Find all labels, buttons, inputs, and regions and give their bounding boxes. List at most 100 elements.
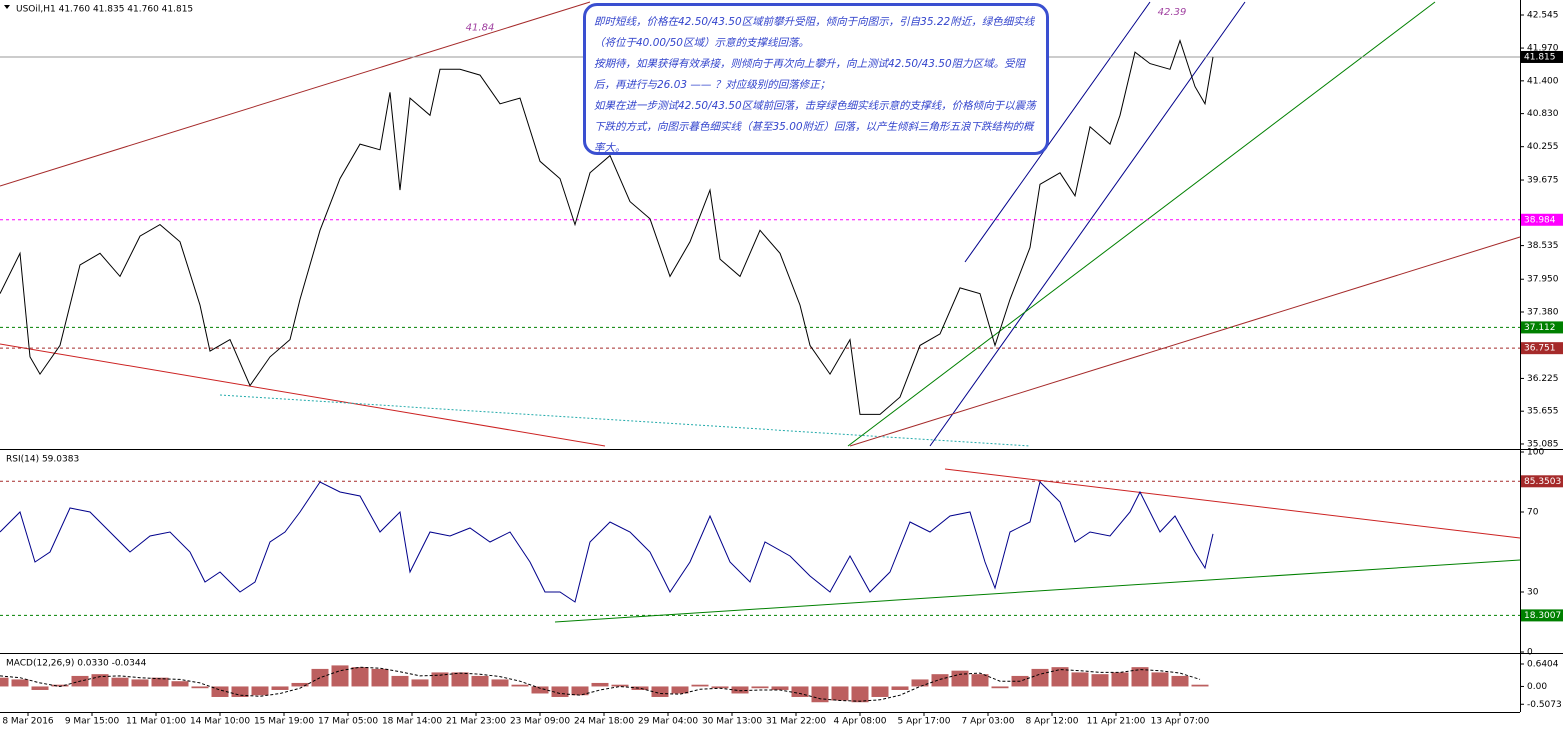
histogram-bar xyxy=(371,668,389,687)
histogram-bar xyxy=(591,682,609,687)
y-tick-label: 40.255 xyxy=(1527,142,1559,152)
histogram-bar xyxy=(1151,672,1169,687)
trend-line xyxy=(0,343,606,447)
histogram-bar xyxy=(351,667,369,687)
histogram-bar xyxy=(191,686,209,689)
histogram-bar xyxy=(871,686,889,697)
level-label-box xyxy=(1521,609,1563,622)
histogram-bar xyxy=(651,686,669,697)
histogram-bar xyxy=(451,672,469,687)
level-label-box xyxy=(1521,475,1563,488)
y-tick-label: 0.6404 xyxy=(1527,659,1559,669)
y-tick-label: 37.950 xyxy=(1527,275,1559,285)
x-tick-label: 15 Mar 19:00 xyxy=(254,717,314,727)
y-tick-label: 41.970 xyxy=(1527,44,1559,54)
histogram-bar xyxy=(791,686,809,697)
panel-title: MACD(12,26,9) 0.0330 -0.0344 xyxy=(6,659,147,669)
x-tick-label: 23 Mar 09:00 xyxy=(510,717,570,727)
histogram-bar xyxy=(991,686,1009,689)
histogram-bar xyxy=(11,679,29,687)
y-tick-label: 0 xyxy=(1527,648,1533,658)
histogram-bar xyxy=(531,686,549,694)
trend-line xyxy=(849,236,1521,447)
histogram-bar xyxy=(1091,674,1109,687)
trend-line xyxy=(219,394,1031,447)
x-tick-label: 29 Mar 04:00 xyxy=(638,717,698,727)
histogram-bar xyxy=(1131,667,1149,687)
histogram-bar xyxy=(171,681,189,687)
histogram-bar xyxy=(471,675,489,687)
histogram-bar xyxy=(271,686,289,690)
histogram-bar xyxy=(131,679,149,687)
histogram-bar xyxy=(231,686,249,697)
x-tick-label: 11 Mar 01:00 xyxy=(126,717,186,727)
histogram-bar xyxy=(851,686,869,703)
x-tick-label: 21 Mar 23:00 xyxy=(446,717,506,727)
histogram-bar xyxy=(91,674,109,687)
histogram-bar xyxy=(0,677,9,687)
level-label-box xyxy=(1521,213,1563,226)
level-label: 18.3007 xyxy=(1524,611,1561,621)
histogram-bar xyxy=(811,686,829,703)
note-text: 即时短线，价格在42.50/43.50区域前攀升受阻，倾向于向图示，引自35.2… xyxy=(594,16,1035,49)
histogram-bar xyxy=(891,686,909,690)
x-tick-label: 13 Apr 07:00 xyxy=(1151,717,1210,727)
trend-lines xyxy=(0,1,1521,623)
trend-line xyxy=(929,1,1246,447)
histogram-bar xyxy=(1191,684,1209,687)
histogram-bar xyxy=(951,670,969,687)
histogram-bar xyxy=(911,679,929,687)
x-tick-label: 30 Mar 13:00 xyxy=(702,717,762,727)
trend-line xyxy=(964,1,1151,263)
y-tick-label: 40.830 xyxy=(1527,109,1559,119)
histogram-bar xyxy=(291,682,309,687)
histogram-bar xyxy=(331,665,349,687)
panel-title: USOil,H1 41.760 41.835 41.760 41.815 xyxy=(16,5,193,15)
price-annotation: 42.39 xyxy=(1158,7,1187,18)
panel-title: RSI(14) 59.0383 xyxy=(6,455,79,465)
trend-line xyxy=(0,1,591,187)
level-label: 41.815 xyxy=(1524,52,1556,62)
histogram-bar xyxy=(511,684,529,687)
level-label-box xyxy=(1521,321,1563,334)
histogram-bar xyxy=(1031,668,1049,687)
histogram-bar xyxy=(431,672,449,687)
y-tick-label: -0.5073 xyxy=(1527,700,1562,710)
trend-line xyxy=(944,468,1521,539)
menu-arrow xyxy=(4,5,10,9)
price-line xyxy=(0,39,1214,415)
note-text: 如果在进一步测试42.50/43.50区域前回落，击穿绿色细实线示意的支撑线，价… xyxy=(594,100,1036,154)
histogram-bar xyxy=(711,686,729,689)
level-label: 37.112 xyxy=(1524,323,1556,333)
y-tick-label: 42.545 xyxy=(1527,10,1559,20)
x-tick-label: 8 Mar 2016 xyxy=(2,717,54,727)
histogram-bar xyxy=(731,686,749,694)
histogram-bar xyxy=(751,686,769,689)
histogram-bar xyxy=(831,686,849,701)
level-label-box xyxy=(1521,50,1563,63)
y-tick-label: 70 xyxy=(1527,508,1539,518)
price-line xyxy=(0,481,1214,603)
x-tick-label: 4 Apr 08:00 xyxy=(834,717,887,727)
x-tick-label: 18 Mar 14:00 xyxy=(382,717,442,727)
trend-line xyxy=(847,1,1436,447)
level-label: 38.984 xyxy=(1524,215,1556,225)
x-tick-label: 8 Apr 12:00 xyxy=(1026,717,1079,727)
x-tick-label: 24 Mar 18:00 xyxy=(574,717,634,727)
histogram-bar xyxy=(671,686,689,694)
x-tick-label: 14 Mar 10:00 xyxy=(190,717,250,727)
x-tick-label: 9 Mar 15:00 xyxy=(65,717,120,727)
histogram-bar xyxy=(1071,672,1089,687)
histogram-bar xyxy=(411,679,429,687)
histogram-bar xyxy=(1051,667,1069,687)
y-tick-label: 37.380 xyxy=(1527,308,1559,318)
x-tick-label: 17 Mar 05:00 xyxy=(318,717,378,727)
histogram-bar xyxy=(571,686,589,696)
y-tick-label: 100 xyxy=(1527,448,1544,458)
price-annotation: 41.84 xyxy=(466,23,495,34)
histogram-bar xyxy=(971,674,989,687)
y-tick-label: 38.535 xyxy=(1527,241,1559,251)
histogram-bar xyxy=(771,686,789,690)
histogram-bar xyxy=(691,684,709,687)
